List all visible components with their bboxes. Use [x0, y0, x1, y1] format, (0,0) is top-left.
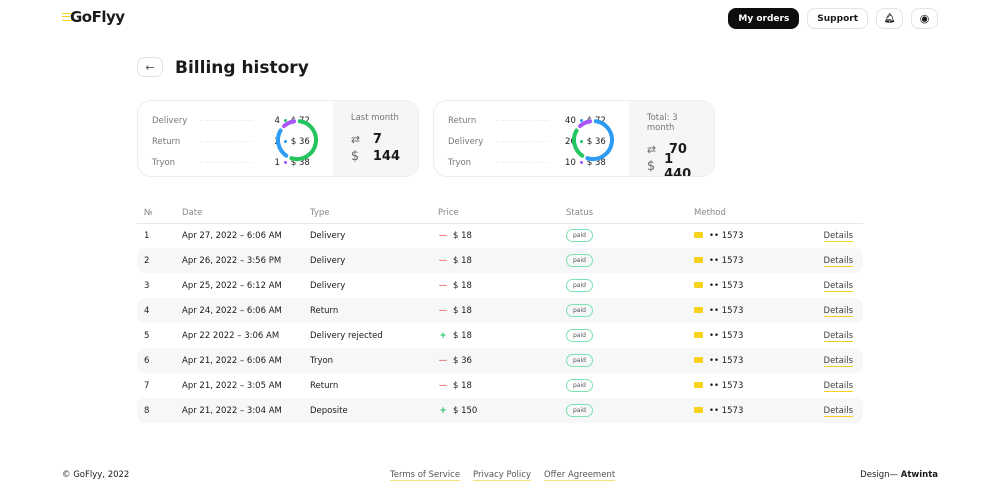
plus-icon: + [439, 330, 447, 341]
details-link[interactable]: Details [823, 230, 853, 242]
summary-row: Tryon 10 $ 38 [448, 157, 606, 168]
legend-dot [283, 140, 287, 143]
donut-segment [578, 119, 593, 129]
column-header: Type [310, 203, 438, 224]
table-row: 5 Apr 22 2022 – 3:06 AM Delivery rejecte… [144, 329, 853, 342]
legend-dot [283, 119, 287, 122]
status-badge: paid [566, 404, 593, 417]
minus-icon: — [438, 305, 448, 316]
status-badge: paid [566, 304, 593, 317]
details-link[interactable]: Details [823, 355, 853, 367]
column-header: Status [566, 203, 694, 224]
credit-card-icon [694, 307, 703, 313]
table-row: 8 Apr 21, 2022 – 3:04 AM Deposite + $ 150… [137, 398, 863, 423]
billing-table: № Date Type Price Status Method 1 Apr 27, 202… [137, 203, 863, 423]
summary-row: Tryon 1 $ 38 [152, 157, 310, 168]
details-link[interactable]: Details [823, 280, 853, 292]
dashed-leader [496, 141, 548, 142]
details-link[interactable]: Details [823, 380, 853, 392]
donut-chart [276, 119, 318, 161]
dashed-leader [200, 162, 252, 163]
status-badge: paid [566, 254, 593, 267]
legend-dot [579, 161, 583, 164]
table-row: 3 Apr 25, 2022 – 6:12 AM Delivery — $ 18 … [144, 279, 853, 292]
dollar-icon: $ [646, 159, 656, 174]
logo[interactable]: GoFlyy [62, 8, 125, 26]
footer-link[interactable]: Privacy Policy [473, 470, 531, 481]
copyright: © GoFlyy, 2022 [62, 470, 130, 480]
legend-dot [283, 161, 287, 164]
status-badge: paid [566, 229, 593, 243]
footer-link[interactable]: Offer Agreement [543, 470, 616, 481]
table-row: 4 Apr 24, 2022 – 6:06 AM Return — $ 18 pa… [137, 298, 863, 323]
profile-button[interactable]: ◉ [911, 8, 938, 29]
design-prefix: Design— [860, 470, 899, 480]
footer-link[interactable]: Terms of Service [390, 470, 461, 481]
transfer-icon: ⇄ [646, 143, 657, 156]
credit-card-icon [694, 332, 703, 338]
donut-segment [572, 128, 585, 158]
plus-icon: + [439, 405, 447, 416]
minus-icon: — [438, 380, 448, 391]
minus-icon: — [438, 355, 448, 366]
status-badge: paid [566, 329, 593, 342]
back-button[interactable]: ← [137, 57, 163, 77]
legend-dot [579, 140, 583, 143]
credit-card-icon [694, 232, 703, 239]
donut-segment [585, 119, 614, 161]
dashed-leader [200, 141, 252, 142]
column-header: Date [182, 203, 310, 224]
status-badge: paid [566, 354, 593, 367]
dollar-icon: $ [350, 149, 360, 164]
designer-link[interactable]: Atwinta [900, 470, 938, 480]
summary-card: Delivery 4 $ 72 Return 2 $ 36 Tryon 1 $ 38 Last … [137, 100, 419, 177]
support-button[interactable]: Support [807, 8, 868, 29]
credit-card-icon [694, 382, 703, 388]
dashed-leader [496, 162, 548, 163]
status-badge: paid [566, 379, 593, 392]
summary-row: Delivery 20 $ 36 [448, 136, 606, 147]
my-orders-button[interactable]: My orders [728, 8, 800, 29]
details-link[interactable]: Details [823, 255, 853, 267]
column-header: Method [694, 203, 804, 224]
column-header: Price [438, 203, 566, 224]
details-link[interactable]: Details [823, 305, 853, 317]
donut-segment [289, 119, 318, 161]
details-link[interactable]: Details [823, 330, 853, 342]
credit-card-icon [694, 282, 703, 288]
minus-icon: — [438, 280, 448, 291]
transfer-icon: ⇄ [350, 133, 361, 146]
column-header [804, 203, 863, 224]
table-row: 2 Apr 26, 2022 – 3:56 PM Delivery — $ 18 … [137, 248, 863, 273]
arrow-left-icon: ← [145, 60, 155, 74]
status-badge: paid [566, 279, 593, 292]
notifications-button[interactable]: 🔔︎ [876, 8, 903, 29]
table-row: 1 Apr 27, 2022 – 6:06 AM Delivery — $ 18 … [144, 229, 853, 243]
dashed-leader [200, 120, 252, 121]
user-circle-icon: ◉ [919, 12, 930, 25]
credit-card-icon [694, 257, 703, 263]
donut-segment [282, 119, 297, 129]
dashed-leader [496, 120, 548, 121]
legend-dot [579, 119, 583, 122]
summary-card: Return 40 $ 72 Delivery 20 $ 36 Tryon 10 $ 38 To… [433, 100, 715, 177]
table-row: 7 Apr 21, 2022 – 3:05 AM Return — $ 18 pa… [144, 379, 853, 392]
page-title: Billing history [175, 58, 309, 78]
donut-segment [276, 128, 289, 158]
minus-icon: — [438, 230, 448, 241]
details-link[interactable]: Details [823, 405, 853, 417]
donut-chart [572, 119, 614, 161]
logo-speed-lines [62, 13, 72, 21]
credit-card-icon [694, 407, 703, 413]
minus-icon: — [438, 255, 448, 266]
credit-card-icon [694, 357, 703, 363]
column-header: № [137, 203, 182, 224]
table-row: 6 Apr 21, 2022 – 6:06 AM Tryon — $ 36 pai… [137, 348, 863, 373]
bell-icon: 🔔︎ [883, 13, 896, 24]
